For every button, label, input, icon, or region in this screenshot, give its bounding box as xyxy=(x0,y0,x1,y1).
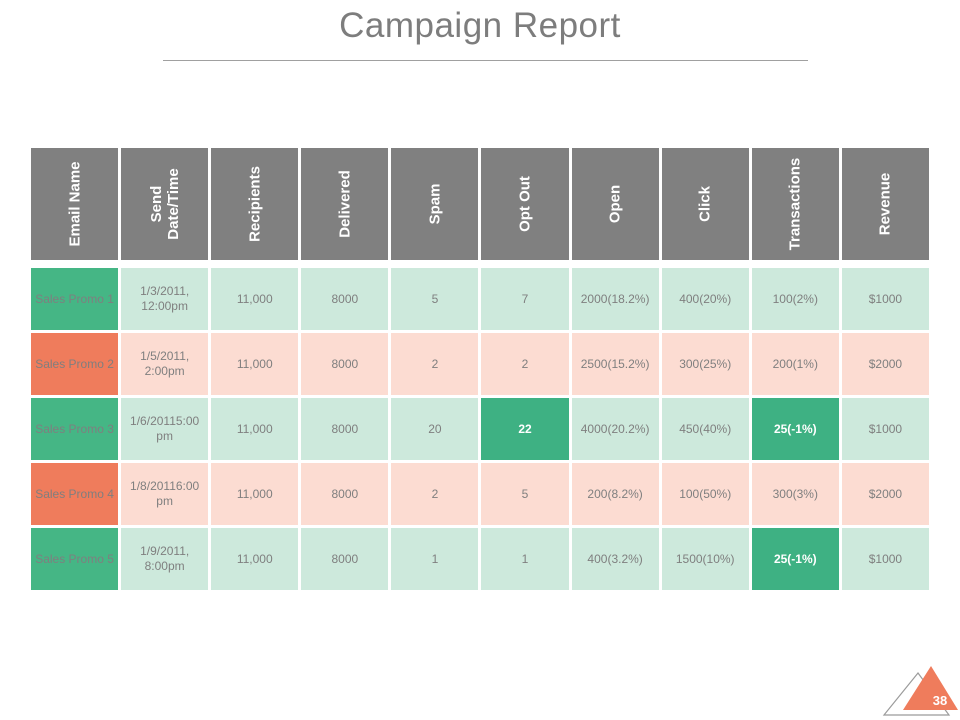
title-underline xyxy=(163,60,808,61)
table-row: Sales Promo 1 1/3/2011, 12:00pm 11,000 8000… xyxy=(31,268,929,330)
column-header-label: Click xyxy=(696,186,714,222)
cell-revenue: $2000 xyxy=(841,463,929,525)
column-header-label: Recipients xyxy=(246,166,264,242)
cell-recipients: 11,000 xyxy=(211,528,299,590)
row-label: Sales Promo 3 xyxy=(31,398,119,460)
table-row: Sales Promo 3 1/6/20115:00 pm 11,000 8000 20… xyxy=(31,398,929,460)
cell-spam: 1 xyxy=(391,528,479,590)
cell-delivered: 8000 xyxy=(301,333,389,395)
column-header-label: Revenue xyxy=(876,172,894,236)
cell-send-datetime: 1/5/2011, 2:00pm xyxy=(121,333,209,395)
cell-delivered: 8000 xyxy=(301,528,389,590)
cell-delivered: 8000 xyxy=(301,398,389,460)
page-title: Campaign Report xyxy=(339,6,621,45)
cell-send-datetime: 1/6/20115:00 pm xyxy=(121,398,209,460)
column-header-transactions: Transactions xyxy=(751,148,839,265)
column-header-label: Delivered xyxy=(336,170,354,238)
cell-send-datetime: 1/3/2011, 12:00pm xyxy=(121,268,209,330)
cell-spam: 5 xyxy=(391,268,479,330)
campaign-report-table: Email Name Send Date/Time Recipients Delive… xyxy=(28,145,932,593)
cell-spam: 20 xyxy=(391,398,479,460)
cell-send-datetime: 1/8/20116:00 pm xyxy=(121,463,209,525)
cell-click: 450(40%) xyxy=(661,398,749,460)
cell-open: 4000(20.2%) xyxy=(571,398,659,460)
cell-click: 1500(10%) xyxy=(661,528,749,590)
cell-send-datetime: 1/9/2011, 8:00pm xyxy=(121,528,209,590)
cell-spam: 2 xyxy=(391,463,479,525)
cell-click: 100(50%) xyxy=(661,463,749,525)
filled-triangle-icon xyxy=(903,666,958,710)
table-row: Sales Promo 4 1/8/20116:00 pm 11,000 8000 2 5… xyxy=(31,463,929,525)
column-header-click: Click xyxy=(661,148,749,265)
cell-recipients: 11,000 xyxy=(211,463,299,525)
cell-open: 200(8.2%) xyxy=(571,463,659,525)
cell-open: 2000(18.2%) xyxy=(571,268,659,330)
row-label: Sales Promo 4 xyxy=(31,463,119,525)
column-header-send-datetime: Send Date/Time xyxy=(121,148,209,265)
cell-opt-out: 1 xyxy=(481,528,569,590)
cell-click: 300(25%) xyxy=(661,333,749,395)
table-row: Sales Promo 2 1/5/2011, 2:00pm 11,000 8000 2… xyxy=(31,333,929,395)
cell-opt-out: 7 xyxy=(481,268,569,330)
cell-click: 400(20%) xyxy=(661,268,749,330)
cell-spam: 2 xyxy=(391,333,479,395)
column-header-open: Open xyxy=(571,148,659,265)
column-header-label: Open xyxy=(606,184,624,224)
cell-revenue: $1000 xyxy=(841,528,929,590)
row-label: Sales Promo 1 xyxy=(31,268,119,330)
column-header-opt-out: Opt Out xyxy=(481,148,569,265)
cell-delivered: 8000 xyxy=(301,463,389,525)
cell-revenue: $1000 xyxy=(841,268,929,330)
cell-revenue: $2000 xyxy=(841,333,929,395)
table-header-row: Email Name Send Date/Time Recipients Delive… xyxy=(31,148,929,265)
cell-open: 400(3.2%) xyxy=(571,528,659,590)
column-header-recipients: Recipients xyxy=(211,148,299,265)
triangle-page-icon: 38 xyxy=(882,666,958,716)
cell-opt-out: 5 xyxy=(481,463,569,525)
column-header-email-name: Email Name xyxy=(31,148,119,265)
column-header-spam: Spam xyxy=(391,148,479,265)
column-header-label: Opt Out xyxy=(516,176,534,232)
cell-transactions: 25(-1%) xyxy=(751,528,839,590)
page-number: 38 xyxy=(933,693,947,708)
row-label: Sales Promo 5 xyxy=(31,528,119,590)
column-header-label: Email Name xyxy=(65,161,83,247)
cell-transactions: 25(-1%) xyxy=(751,398,839,460)
cell-transactions: 300(3%) xyxy=(751,463,839,525)
cell-delivered: 8000 xyxy=(301,268,389,330)
cell-recipients: 11,000 xyxy=(211,333,299,395)
cell-opt-out: 22 xyxy=(481,398,569,460)
column-header-label: Spam xyxy=(426,183,444,225)
column-header-label: Transactions xyxy=(786,157,804,251)
cell-opt-out: 2 xyxy=(481,333,569,395)
cell-open: 2500(15.2%) xyxy=(571,333,659,395)
cell-recipients: 11,000 xyxy=(211,268,299,330)
column-header-revenue: Revenue xyxy=(841,148,929,265)
page-number-marker: 38 xyxy=(878,656,960,720)
table-row: Sales Promo 5 1/9/2011, 8:00pm 11,000 8000 1… xyxy=(31,528,929,590)
cell-revenue: $1000 xyxy=(841,398,929,460)
row-label: Sales Promo 2 xyxy=(31,333,119,395)
column-header-delivered: Delivered xyxy=(301,148,389,265)
column-header-label: Send Date/Time xyxy=(147,168,182,240)
cell-transactions: 200(1%) xyxy=(751,333,839,395)
cell-recipients: 11,000 xyxy=(211,398,299,460)
cell-transactions: 100(2%) xyxy=(751,268,839,330)
